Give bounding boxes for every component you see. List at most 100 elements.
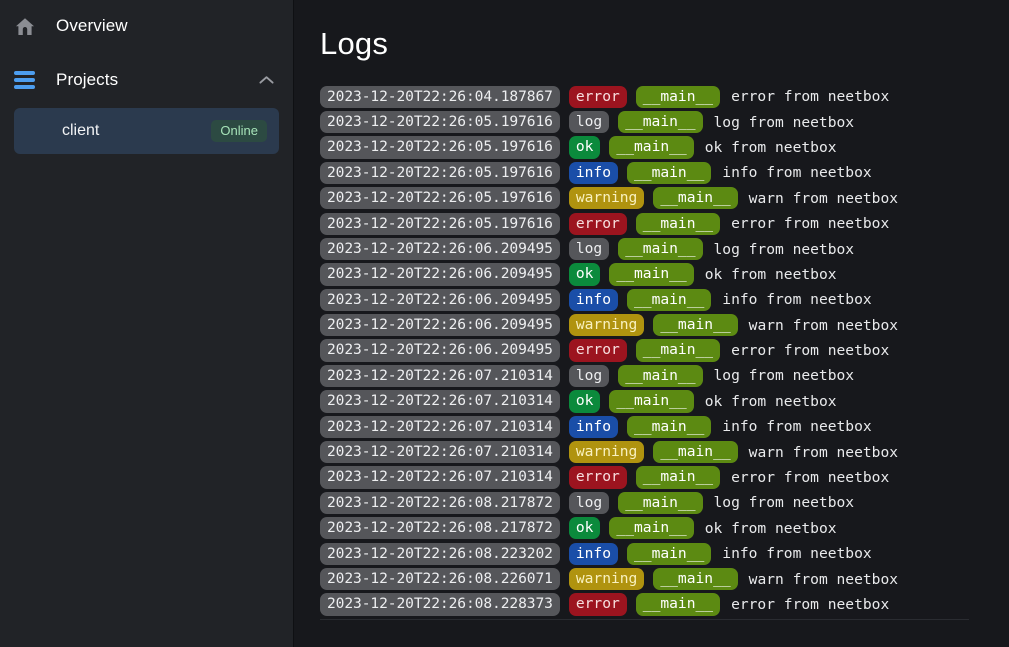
log-module-badge: __main__ (653, 314, 738, 337)
log-level-badge: info (568, 415, 618, 438)
sidebar-item-projects[interactable]: Projects (0, 58, 293, 102)
log-module-badge: __main__ (653, 187, 738, 210)
log-module-badge: __main__ (635, 339, 721, 362)
log-message: error from neetbox (731, 596, 890, 613)
log-row[interactable]: 2023-12-20T22:26:04.187867 error __main__ e… (320, 84, 1009, 109)
log-level-badge: log (568, 364, 610, 388)
log-timestamp: 2023-12-20T22:26:07.210314 (320, 364, 560, 388)
log-timestamp: 2023-12-20T22:26:05.197616 (320, 110, 560, 134)
log-message: log from neetbox (713, 113, 855, 131)
log-message: info from neetbox (722, 418, 872, 436)
log-row[interactable]: 2023-12-20T22:26:07.210314 log __main__ log… (320, 363, 1009, 388)
log-module-badge: __main__ (653, 441, 738, 464)
log-message: ok from neetbox (704, 519, 837, 537)
log-level-badge: error (568, 339, 627, 362)
log-message: error from neetbox (731, 88, 890, 106)
log-timestamp: 2023-12-20T22:26:05.197616 (320, 187, 560, 210)
log-row[interactable]: 2023-12-20T22:26:05.197616 log __main__ log… (320, 109, 1009, 134)
sidebar-project-item-client[interactable]: client Online (14, 108, 279, 154)
log-row[interactable]: 2023-12-20T22:26:08.226071 warning __main_… (320, 566, 1009, 591)
log-row[interactable]: 2023-12-20T22:26:05.197616 info __main__ in… (320, 160, 1009, 185)
log-module-badge: __main__ (627, 415, 712, 438)
log-module-badge: __main__ (609, 517, 694, 540)
log-level-badge: ok (568, 390, 601, 413)
log-timestamp: 2023-12-20T22:26:08.217872 (320, 517, 560, 540)
log-level-badge: ok (568, 263, 601, 286)
log-module-badge: __main__ (609, 390, 694, 413)
sidebar-item-projects-label: Projects (56, 70, 119, 89)
log-timestamp: 2023-12-20T22:26:07.210314 (320, 390, 560, 413)
log-module-badge: __main__ (653, 567, 738, 591)
log-row[interactable]: 2023-12-20T22:26:07.210314 warning __main_… (320, 439, 1009, 464)
log-timestamp: 2023-12-20T22:26:05.197616 (320, 212, 560, 235)
log-row[interactable]: 2023-12-20T22:26:06.209495 ok __main__ ok f… (320, 262, 1009, 287)
log-row[interactable]: 2023-12-20T22:26:08.217872 log __main__ log… (320, 490, 1009, 515)
log-message: log from neetbox (713, 367, 855, 385)
log-module-badge: __main__ (618, 110, 703, 134)
log-module-badge: __main__ (618, 237, 703, 261)
log-level-badge: log (568, 237, 610, 261)
main-content: Logs 2023-12-20T22:26:04.187867 error __ma… (294, 0, 1009, 647)
log-list-divider (320, 619, 969, 621)
log-timestamp: 2023-12-20T22:26:07.210314 (320, 466, 560, 489)
log-row[interactable]: 2023-12-20T22:26:07.210314 ok __main__ ok f… (320, 389, 1009, 414)
log-message: error from neetbox (731, 215, 890, 233)
log-level-badge: ok (568, 136, 601, 159)
log-message: log from neetbox (713, 240, 855, 258)
log-row[interactable]: 2023-12-20T22:26:06.209495 error __main__ e… (320, 338, 1009, 363)
log-message: ok from neetbox (704, 138, 837, 156)
log-timestamp: 2023-12-20T22:26:08.217872 (320, 491, 560, 515)
log-row[interactable]: 2023-12-20T22:26:05.197616 error __main__ e… (320, 211, 1009, 236)
log-module-badge: __main__ (635, 593, 721, 616)
log-row[interactable]: 2023-12-20T22:26:08.217872 ok __main__ ok f… (320, 516, 1009, 541)
log-row[interactable]: 2023-12-20T22:26:05.197616 warning __main_… (320, 186, 1009, 211)
sidebar-item-overview-label: Overview (56, 16, 128, 35)
log-message: error from neetbox (731, 469, 890, 487)
log-level-badge: ok (568, 517, 601, 540)
log-row[interactable]: 2023-12-20T22:26:08.223202 info __main__ in… (320, 541, 1009, 566)
log-level-badge: error (568, 466, 627, 489)
log-row[interactable]: 2023-12-20T22:26:05.197616 ok __main__ ok f… (320, 135, 1009, 160)
log-module-badge: __main__ (635, 466, 721, 489)
log-list: 2023-12-20T22:26:04.187867 error __main__ e… (320, 84, 1009, 617)
log-module-badge: __main__ (609, 263, 694, 286)
log-row[interactable]: 2023-12-20T22:26:08.228373 error __main__ e… (320, 592, 1009, 617)
log-timestamp: 2023-12-20T22:26:08.226071 (320, 567, 560, 591)
sidebar: Overview Projects client Online (0, 0, 294, 647)
chevron-up-icon[interactable] (257, 71, 275, 89)
log-module-badge: __main__ (618, 364, 703, 388)
log-message: ok from neetbox (704, 265, 837, 283)
log-module-badge: __main__ (635, 85, 721, 108)
log-level-badge: warning (568, 567, 645, 591)
log-row[interactable]: 2023-12-20T22:26:07.210314 info __main__ in… (320, 414, 1009, 439)
log-module-badge: __main__ (627, 161, 712, 184)
log-message: ok from neetbox (704, 392, 837, 410)
log-timestamp: 2023-12-20T22:26:06.209495 (320, 314, 560, 337)
log-timestamp: 2023-12-20T22:26:07.210314 (320, 441, 560, 464)
log-message: info from neetbox (722, 164, 872, 182)
log-level-badge: info (568, 542, 618, 565)
log-module-badge: __main__ (609, 136, 694, 159)
log-level-badge: log (568, 491, 610, 515)
log-row[interactable]: 2023-12-20T22:26:06.209495 log __main__ log… (320, 236, 1009, 261)
log-message: info from neetbox (722, 291, 872, 309)
log-message: warn from neetbox (748, 443, 899, 461)
log-row[interactable]: 2023-12-20T22:26:06.209495 warning __main_… (320, 313, 1009, 338)
log-timestamp: 2023-12-20T22:26:04.187867 (320, 85, 560, 108)
log-row[interactable]: 2023-12-20T22:26:06.209495 info __main__ in… (320, 287, 1009, 312)
log-level-badge: log (568, 110, 610, 134)
log-message: warn from neetbox (748, 189, 899, 207)
log-module-badge: __main__ (618, 491, 703, 515)
log-message: log from neetbox (713, 494, 855, 512)
status-badge: Online (211, 119, 267, 143)
log-level-badge: error (568, 212, 627, 235)
project-name: client (62, 122, 100, 139)
sidebar-item-overview[interactable]: Overview (0, 4, 293, 48)
log-level-badge: warning (568, 187, 645, 210)
log-row[interactable]: 2023-12-20T22:26:07.210314 error __main__ e… (320, 465, 1009, 490)
log-timestamp: 2023-12-20T22:26:05.197616 (320, 136, 560, 159)
log-level-badge: warning (568, 441, 645, 464)
log-level-badge: info (568, 161, 618, 184)
log-level-badge: warning (568, 314, 645, 337)
